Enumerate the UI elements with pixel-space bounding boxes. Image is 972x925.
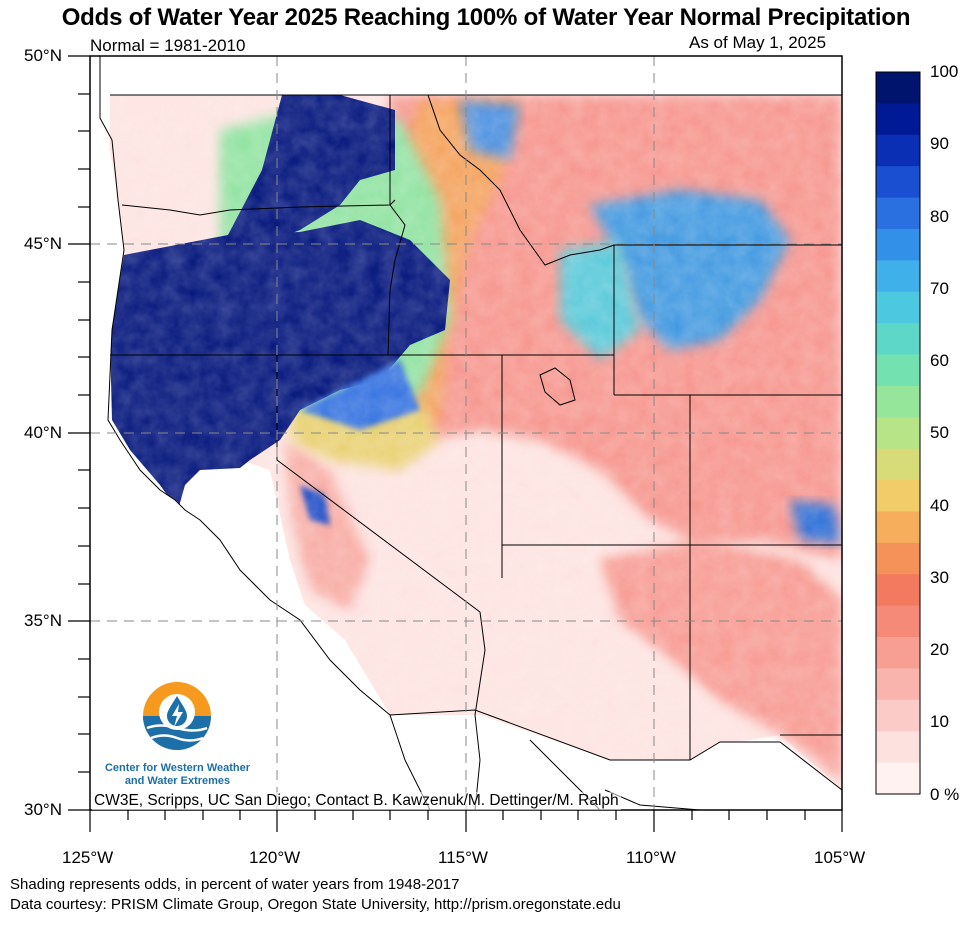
colorbar-label: 60 bbox=[930, 351, 949, 370]
colorbar-label: 10 bbox=[930, 712, 949, 731]
colorbar-swatch bbox=[876, 103, 920, 136]
colorbar-swatch bbox=[876, 762, 920, 795]
colorbar-label: 90 bbox=[930, 134, 949, 153]
mexico-border bbox=[389, 709, 843, 791]
lon-label-115: 115°W bbox=[438, 848, 488, 867]
coastline bbox=[99, 56, 391, 716]
footer-line2: Data courtesy: PRISM Climate Group, Oreg… bbox=[10, 896, 621, 913]
colorbar-swatch bbox=[876, 228, 920, 261]
colorbar-label: 100 bbox=[930, 62, 959, 81]
lat-label-35: 35°N bbox=[24, 611, 62, 630]
colorbar bbox=[876, 72, 920, 795]
colorbar-swatch bbox=[876, 699, 920, 732]
lon-label-110: 110°W bbox=[626, 848, 676, 867]
colorbar-swatch bbox=[876, 385, 920, 418]
colorbar-swatch bbox=[876, 417, 920, 450]
map-title: Odds of Water Year 2025 Reaching 100% of… bbox=[61, 4, 911, 31]
boundaries bbox=[99, 56, 843, 811]
colorbar-swatch bbox=[876, 134, 920, 167]
colorbar-swatch bbox=[876, 323, 920, 356]
lat-label-50: 50°N bbox=[24, 46, 62, 65]
id-border bbox=[387, 95, 406, 356]
colorbar-swatch bbox=[876, 480, 920, 513]
lon-label-105: 105°W bbox=[814, 848, 866, 867]
colorbar-swatch bbox=[876, 511, 920, 544]
colorbar-swatch bbox=[876, 605, 920, 638]
credit-line: CW3E, Scripps, UC San Diego; Contact B. … bbox=[92, 792, 621, 810]
normal-period-label: Normal = 1981-2010 bbox=[90, 36, 246, 55]
logo-line2: and Water Extremes bbox=[124, 775, 231, 787]
colorbar-swatch bbox=[876, 542, 920, 575]
colorbar-label: 0 % bbox=[930, 785, 960, 804]
mt-border bbox=[427, 94, 615, 266]
logo-line1: Center for Western Weather bbox=[104, 762, 251, 774]
colorbar-swatch bbox=[876, 197, 920, 230]
ca-az-border bbox=[474, 611, 486, 716]
as-of-date-label: As of May 1, 2025 bbox=[689, 33, 827, 52]
nv-ca-border bbox=[276, 355, 481, 613]
cw3e-logo bbox=[143, 682, 211, 750]
colorbar-label: 70 bbox=[930, 279, 949, 298]
lake-salt bbox=[539, 367, 576, 406]
colorbar-label: 50 bbox=[930, 423, 949, 442]
colorbar-label: 20 bbox=[930, 640, 949, 659]
lat-label-30: 30°N bbox=[24, 800, 62, 819]
axis-ticks bbox=[68, 55, 843, 832]
colorbar-swatch bbox=[876, 72, 920, 104]
colorbar-swatch bbox=[876, 260, 920, 293]
lon-label-120: 120°W bbox=[249, 848, 301, 867]
lon-label-125: 125°W bbox=[62, 848, 114, 867]
colorbar-label: 40 bbox=[930, 496, 949, 515]
colorbar-swatch bbox=[876, 637, 920, 670]
lat-label-40: 40°N bbox=[24, 423, 62, 442]
colorbar-swatch bbox=[876, 668, 920, 701]
wy-border bbox=[613, 244, 842, 396]
colorbar-swatch bbox=[876, 448, 920, 481]
colorbar-swatch bbox=[876, 574, 920, 607]
colorbar-frame bbox=[875, 71, 921, 795]
lat-lon-grid bbox=[90, 56, 842, 810]
logo-caption: Center for Western Weather and Water Ext… bbox=[95, 762, 260, 788]
nv-ut-border bbox=[388, 354, 503, 578]
footer-line1: Shading represents odds, in percent of w… bbox=[10, 876, 460, 893]
colorbar-label: 80 bbox=[930, 207, 949, 226]
colorbar-swatch bbox=[876, 354, 920, 387]
colorbar-swatch bbox=[876, 166, 920, 199]
colorbar-label: 30 bbox=[930, 568, 949, 587]
colorbar-swatch bbox=[876, 731, 920, 764]
colorbar-swatch bbox=[876, 291, 920, 324]
lat-label-45: 45°N bbox=[24, 234, 62, 253]
